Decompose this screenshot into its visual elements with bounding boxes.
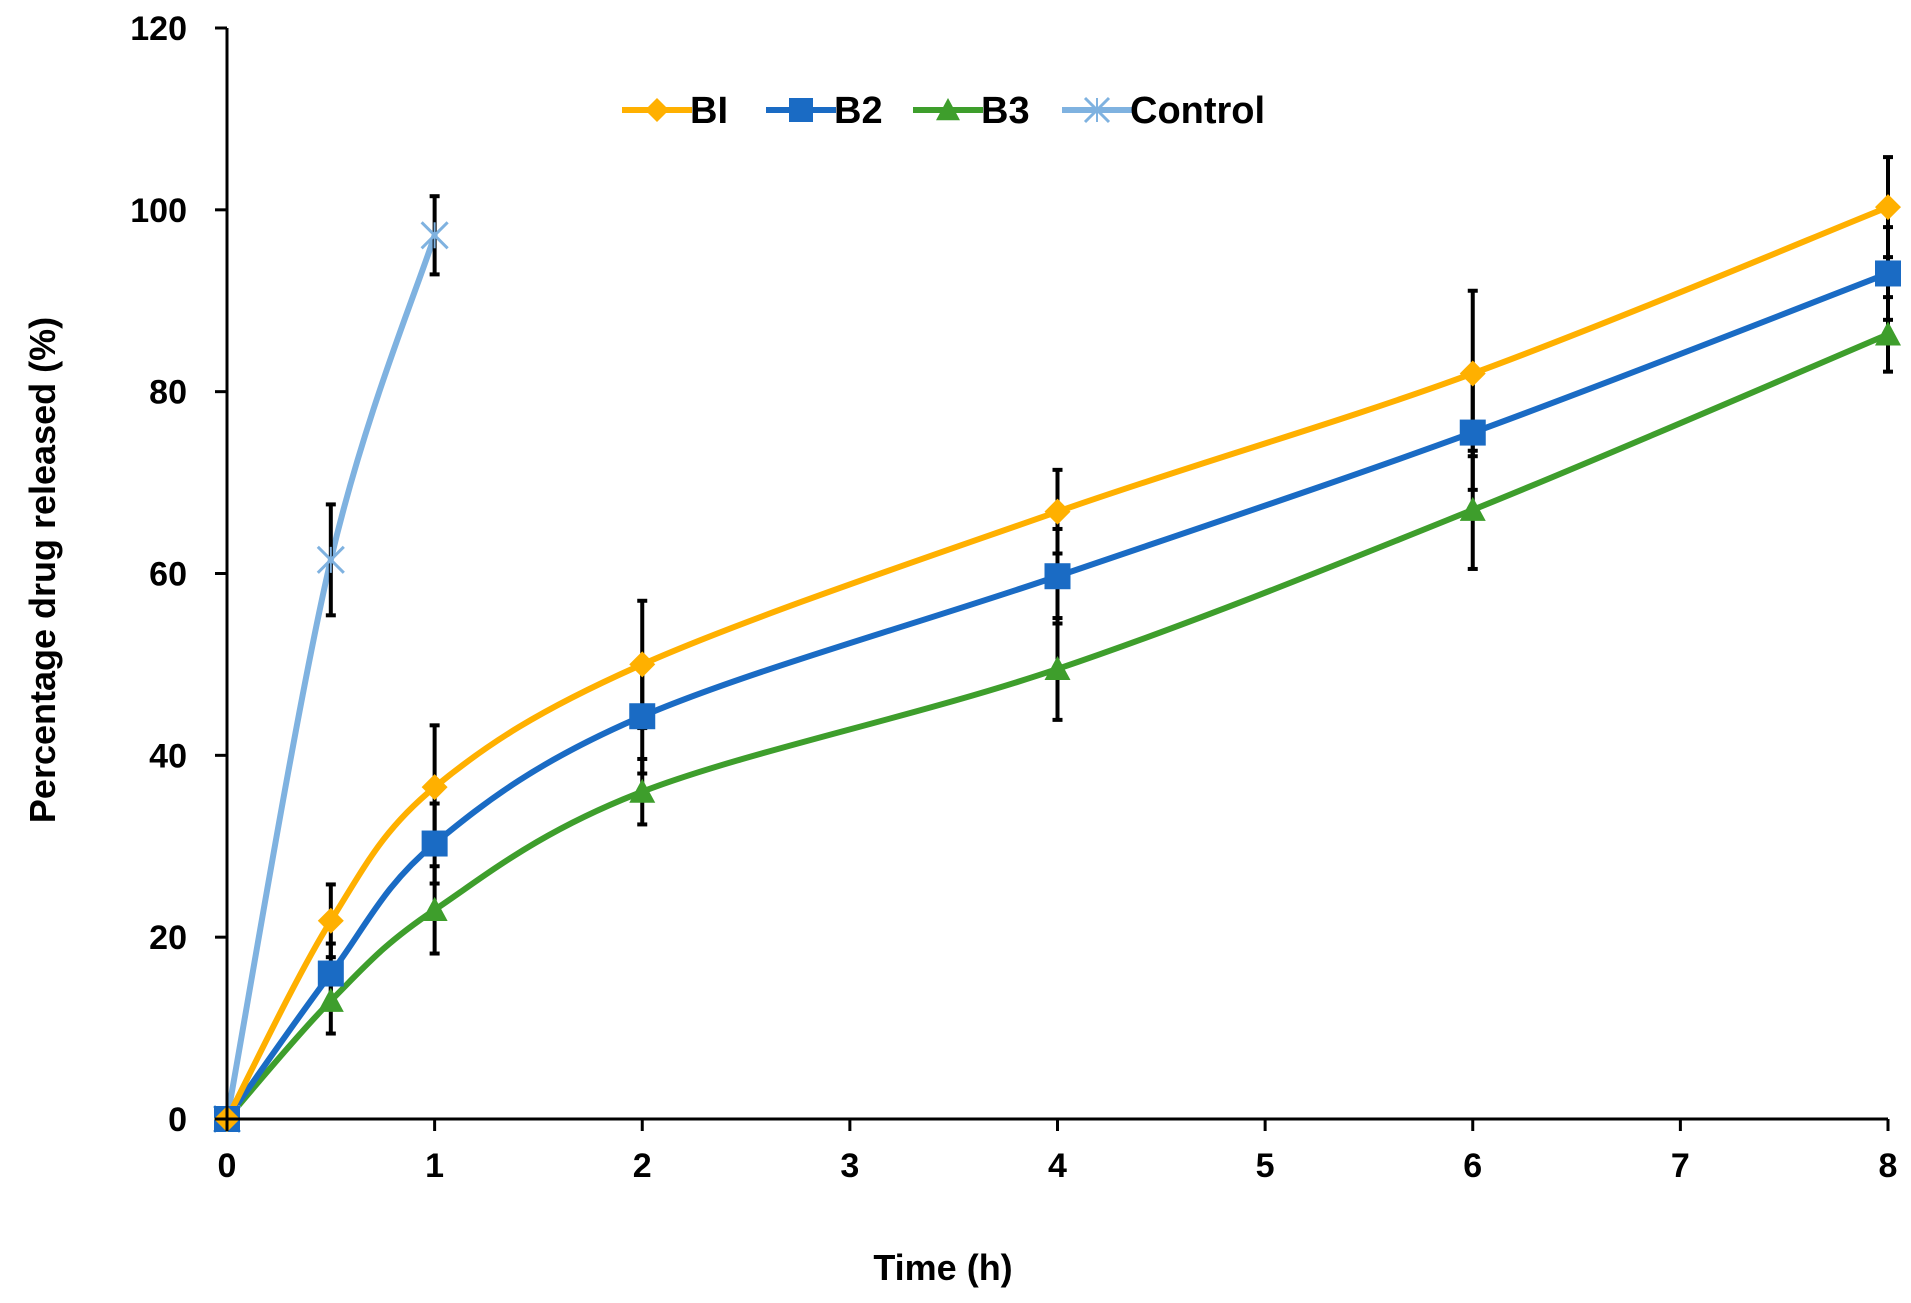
- data-point-b3: [317, 987, 344, 1012]
- series-line-b2: [224, 270, 1891, 1122]
- data-point-bi: [317, 907, 344, 934]
- legend-item-control: Control: [1062, 90, 1265, 132]
- data-point-b3: [1875, 321, 1901, 346]
- legend-label: B2: [834, 90, 883, 132]
- data-point-b2: [1044, 563, 1071, 590]
- x-tick-label: 2: [633, 1147, 652, 1185]
- data-point-bi: [1044, 498, 1071, 525]
- y-tick-label: 20: [149, 919, 187, 957]
- x-tick-label: 3: [840, 1147, 859, 1185]
- x-tick-label: 4: [1048, 1147, 1067, 1185]
- y-tick-label: 80: [149, 374, 187, 412]
- legend-label: B3: [981, 90, 1030, 132]
- data-point-b3: [1044, 655, 1071, 681]
- x-axis-title: Time (h): [873, 1247, 1012, 1288]
- legend: BI B2 B3 Control: [622, 90, 1265, 132]
- legend-item-b3: B3: [913, 90, 1030, 132]
- x-tick-label: 0: [218, 1147, 237, 1185]
- data-point-control: [420, 221, 449, 250]
- y-tick-label: 100: [130, 192, 187, 230]
- x-tick-label: 1: [425, 1147, 444, 1185]
- data-point-b2: [629, 703, 656, 730]
- legend-marker: [936, 98, 960, 121]
- y-tick-label: 120: [130, 10, 187, 48]
- y-tick-label: 0: [168, 1101, 187, 1139]
- legend-marker: [789, 98, 813, 122]
- x-tick-label: 7: [1671, 1147, 1690, 1185]
- series-line-control: [224, 232, 438, 1122]
- data-point-b2: [1875, 260, 1901, 287]
- error-bars: [325, 155, 1893, 1036]
- data-point-bi: [629, 651, 656, 678]
- data-point-b2: [317, 960, 344, 987]
- data-point-control: [316, 545, 345, 574]
- legend-item-bi: BI: [622, 90, 728, 132]
- data-point-bi: [1875, 194, 1901, 221]
- y-tick-label: 40: [149, 737, 187, 775]
- x-tick-label: 5: [1256, 1147, 1275, 1185]
- data-point-b3: [1459, 496, 1486, 521]
- x-tick-label: 8: [1879, 1147, 1898, 1185]
- data-point-bi: [1459, 360, 1486, 387]
- legend-item-b2: B2: [766, 90, 883, 132]
- axis-ticks: 0 20 40 60 80 100 120 0 1 2 3 4 5 6 7 8: [130, 10, 1897, 1185]
- series-line-bi: [224, 204, 1891, 1122]
- data-markers: [212, 194, 1901, 1134]
- data-point-b2: [1459, 419, 1486, 446]
- data-point-b3: [421, 896, 448, 921]
- data-point-b2: [421, 830, 448, 857]
- series-line-b3: [224, 331, 1891, 1122]
- y-axis-title: Percentage drug released (%): [22, 317, 63, 823]
- series-curves: [224, 204, 1891, 1122]
- legend-marker: [645, 98, 669, 122]
- legend-label: BI: [690, 90, 728, 132]
- data-point-b3: [629, 778, 656, 803]
- legend-label: Control: [1130, 90, 1265, 132]
- y-tick-label: 60: [149, 556, 187, 594]
- data-point-bi: [421, 774, 448, 801]
- x-tick-label: 6: [1463, 1147, 1482, 1185]
- legend-marker: [1083, 96, 1111, 124]
